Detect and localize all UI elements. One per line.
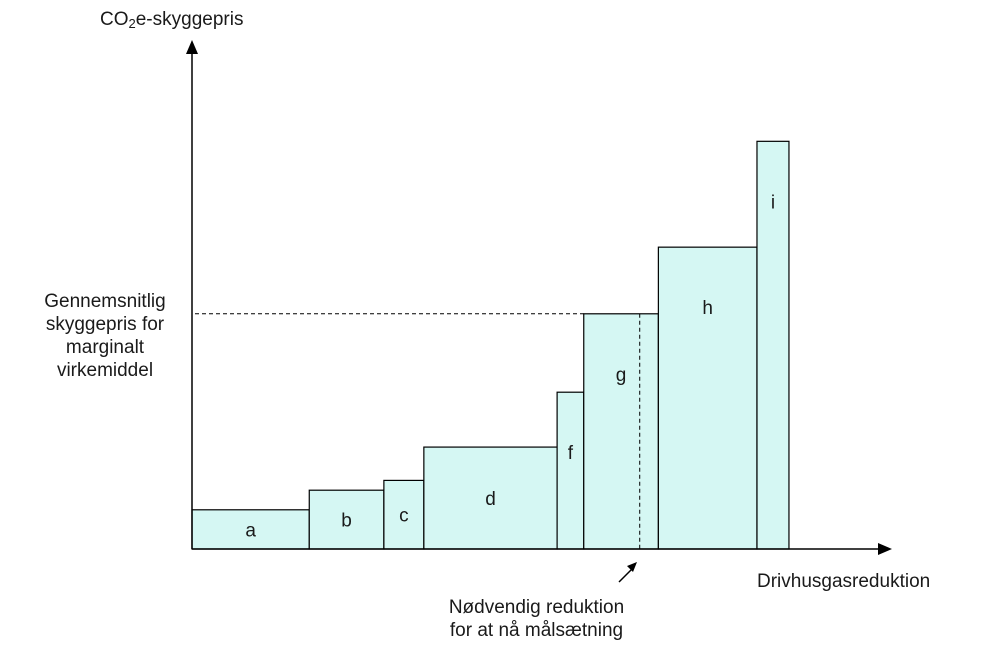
- bar-label-c: c: [399, 506, 409, 527]
- bar-label-d: d: [485, 489, 496, 510]
- bar-label-h: h: [702, 298, 713, 319]
- required-reduction-label: Nødvendig reduktion for at nå målsætning: [448, 597, 625, 641]
- x-axis-arrowhead: [878, 543, 892, 555]
- y-axis-arrowhead: [186, 40, 198, 54]
- bar-g: [583, 313, 659, 550]
- bar-label-g: g: [616, 365, 627, 386]
- x-axis: [192, 543, 892, 555]
- bar-label-a: a: [245, 520, 256, 541]
- bar-i: [756, 140, 790, 550]
- x-axis-label: Drivhusgasreduktion: [757, 571, 931, 592]
- y-axis: [186, 40, 198, 549]
- bar-label-b: b: [341, 511, 352, 532]
- bar-h: [657, 246, 758, 550]
- bar-f: [556, 391, 585, 550]
- bar-a: [191, 509, 310, 550]
- bars-group: [191, 140, 790, 550]
- y-axis-label: CO2e-skyggepris: [100, 9, 244, 31]
- required-reduction-pointer-arrow: [618, 562, 637, 583]
- bar-b: [308, 489, 385, 550]
- bar-labels-group: a b c d f g h i: [245, 192, 775, 541]
- bar-label-i: i: [771, 192, 775, 213]
- bar-label-f: f: [568, 443, 574, 464]
- average-price-label: Gennemsnitlig skyggepris for marginalt v…: [44, 291, 166, 381]
- pointer-arrow-shaft: [618, 568, 633, 583]
- pointer-arrowhead: [627, 562, 637, 572]
- bar-d: [423, 446, 558, 550]
